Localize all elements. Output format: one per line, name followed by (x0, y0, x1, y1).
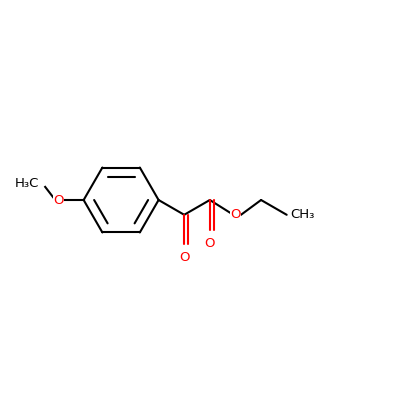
Text: O: O (53, 194, 64, 206)
Text: O: O (179, 252, 190, 264)
Text: O: O (230, 208, 241, 221)
Text: CH₃: CH₃ (290, 208, 314, 221)
Text: O: O (204, 237, 215, 250)
Text: H₃C: H₃C (15, 177, 39, 190)
